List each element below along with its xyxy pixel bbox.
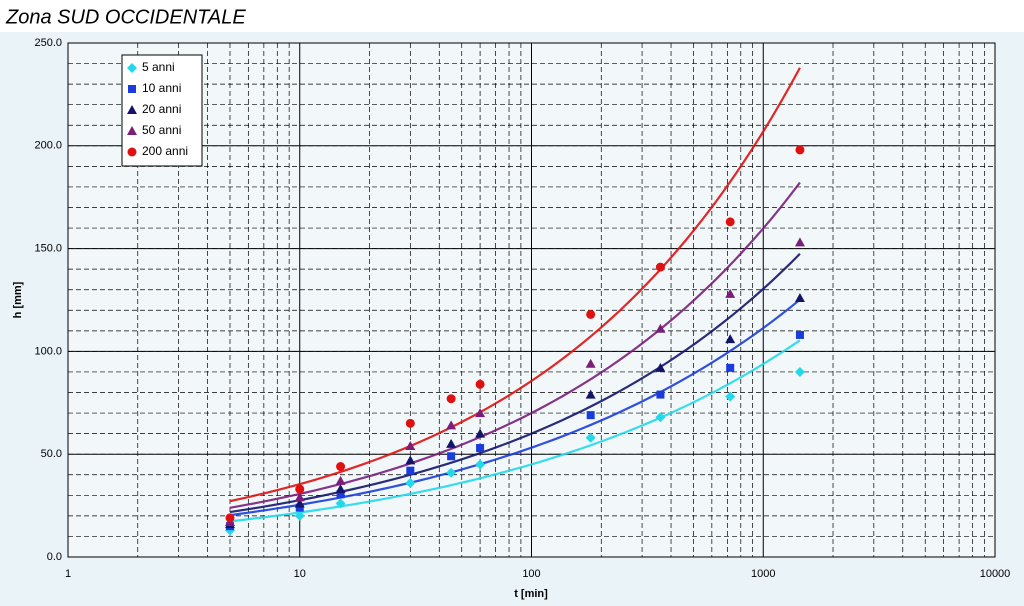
trend-line [229, 253, 801, 514]
marker [128, 85, 136, 93]
marker [405, 440, 416, 450]
marker [586, 309, 596, 319]
marker [406, 466, 415, 475]
y-tick-label: 250.0 [34, 37, 62, 49]
trend-line [229, 181, 801, 509]
marker [655, 362, 666, 372]
marker [294, 498, 305, 508]
marker [476, 444, 485, 453]
marker [405, 455, 416, 465]
marker [405, 418, 415, 428]
marker [585, 432, 596, 443]
marker [795, 330, 804, 339]
legend-label: 5 anni [142, 60, 175, 74]
marker [127, 105, 137, 114]
marker [294, 510, 305, 521]
marker [335, 484, 346, 494]
trend-line [229, 298, 801, 517]
marker [295, 503, 304, 512]
marker [794, 237, 805, 247]
legend-label: 200 anni [142, 144, 188, 158]
y-tick-label: 50.0 [41, 448, 62, 460]
marker [446, 467, 457, 478]
x-tick-label: 10 [294, 568, 306, 580]
marker [127, 63, 137, 73]
marker [794, 366, 805, 377]
marker [585, 358, 596, 368]
marker [225, 513, 235, 523]
marker [127, 126, 137, 135]
marker [447, 452, 456, 461]
marker [475, 379, 485, 389]
legend-box [121, 54, 203, 167]
x-tick-label: 1000 [751, 568, 775, 580]
marker [725, 391, 736, 402]
legend-label: 10 anni [142, 81, 181, 95]
marker [585, 389, 596, 399]
legend-label: 20 anni [142, 102, 181, 116]
y-axis-label: h [mm] [12, 281, 24, 318]
marker [446, 420, 457, 430]
marker [725, 217, 735, 227]
marker [655, 412, 666, 423]
marker [655, 262, 665, 272]
marker [446, 394, 456, 404]
marker [656, 390, 665, 399]
marker [726, 363, 735, 372]
markers [224, 145, 805, 536]
marker [335, 498, 346, 509]
marker [586, 411, 595, 420]
marker [127, 147, 137, 157]
x-tick-label: 1 [65, 568, 71, 580]
marker [794, 292, 805, 302]
marker [294, 492, 305, 502]
marker [655, 323, 666, 333]
x-axis-label: t [min] [514, 588, 548, 600]
x-tick-label: 100 [522, 568, 540, 580]
trend-line [229, 339, 801, 523]
chart-title: Zona SUD OCCIDENTALE [5, 6, 246, 28]
marker [725, 334, 736, 344]
marker [446, 438, 457, 448]
legend-label: 50 anni [142, 123, 181, 137]
marker [336, 490, 345, 499]
legend: 5 anni 10 anni 20 anni 50 anni 200 anni [121, 54, 203, 167]
marker [795, 145, 805, 155]
x-tick-label: 10000 [980, 568, 1011, 580]
marker [405, 477, 416, 488]
grid [67, 42, 996, 558]
y-tick-label: 0.0 [47, 551, 62, 563]
y-tick-label: 150.0 [34, 243, 62, 255]
marker [475, 459, 486, 470]
marker [475, 428, 486, 438]
trend-lines [229, 67, 801, 523]
marker [295, 484, 305, 494]
marker [475, 408, 486, 418]
trend-line [229, 67, 801, 503]
marker [725, 288, 736, 298]
y-tick-label: 100.0 [34, 345, 62, 357]
y-tick-label: 200.0 [34, 140, 62, 152]
marker [335, 475, 346, 485]
marker [336, 462, 346, 472]
